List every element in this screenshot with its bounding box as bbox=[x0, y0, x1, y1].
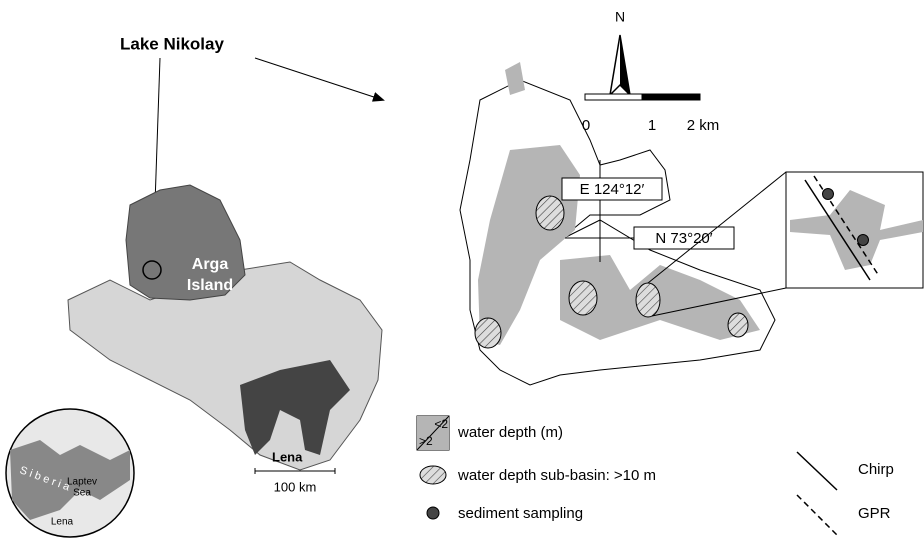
island-label: Island bbox=[187, 277, 233, 294]
scale-tick-label: 1 bbox=[648, 117, 656, 134]
river-label: Lena bbox=[272, 449, 303, 464]
scale-segment bbox=[585, 94, 642, 100]
sub-basin bbox=[536, 196, 564, 230]
north-label: N bbox=[615, 9, 625, 25]
scale-segment bbox=[642, 94, 700, 100]
figure: Lake Nikolay Arga Island Lena 100 km Lap… bbox=[0, 0, 924, 543]
island-label: Arga bbox=[192, 256, 229, 273]
legend-sub-basin bbox=[420, 466, 446, 484]
scale-tick-label: 2 km bbox=[687, 117, 720, 134]
north-arrow-half bbox=[620, 35, 630, 95]
depth-high-label: >2 bbox=[419, 434, 433, 448]
globe-river-label: Lena bbox=[51, 517, 74, 528]
legend-chirp bbox=[797, 452, 837, 490]
sampling-point bbox=[823, 189, 834, 200]
title-label: Lake Nikolay bbox=[120, 34, 224, 53]
sea-label: Sea bbox=[73, 488, 91, 499]
longitude-label: E 124°12′ bbox=[580, 181, 645, 198]
legend-label: water depth (m) bbox=[457, 424, 563, 441]
legend-gpr bbox=[797, 495, 837, 535]
legend-sampling bbox=[427, 507, 439, 519]
scale-tick-label: 0 bbox=[582, 117, 590, 134]
scale-label: 100 km bbox=[274, 479, 317, 494]
sampling-point bbox=[858, 235, 869, 246]
latitude-label: N 73°20′ bbox=[655, 230, 712, 247]
legend-label: water depth sub-basin: >10 m bbox=[457, 467, 656, 484]
legend-label: Chirp bbox=[858, 461, 894, 478]
sub-basin bbox=[728, 313, 748, 337]
sub-basin bbox=[475, 318, 501, 348]
legend-label: sediment sampling bbox=[458, 505, 583, 522]
depth-low-label: <2 bbox=[434, 417, 448, 431]
pointer-arrow bbox=[255, 58, 383, 100]
scale-bar bbox=[255, 468, 335, 474]
legend-label: GPR bbox=[858, 505, 891, 522]
sub-basin bbox=[569, 281, 597, 315]
sub-basin bbox=[636, 283, 660, 317]
